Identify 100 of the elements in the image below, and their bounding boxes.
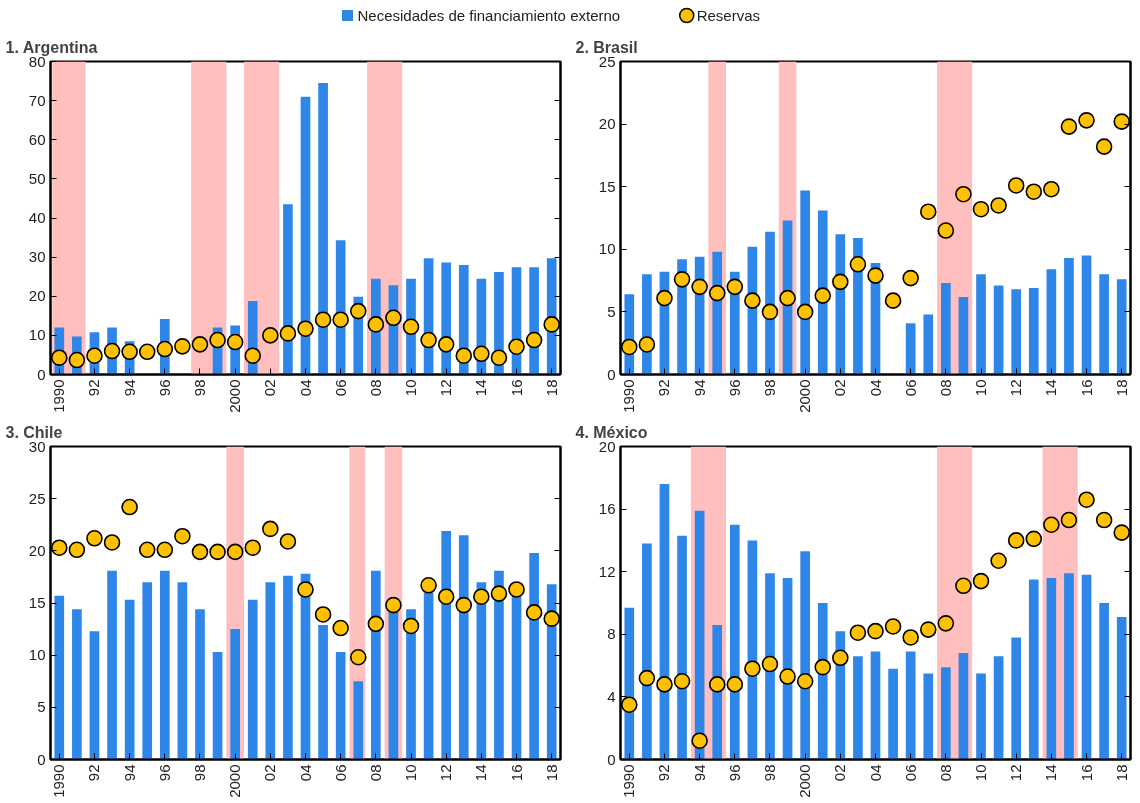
point <box>68 351 86 369</box>
point <box>437 588 455 606</box>
x-tick-label: 16 <box>507 379 525 397</box>
x-tick-label: 92 <box>655 379 673 397</box>
point <box>673 672 691 690</box>
y-tick-label: 5 <box>37 698 46 716</box>
point <box>1043 516 1060 534</box>
point <box>314 311 332 329</box>
bar <box>89 631 100 760</box>
bar <box>905 323 916 375</box>
point <box>367 316 385 333</box>
bar <box>265 582 276 760</box>
point <box>744 660 761 678</box>
bar <box>941 667 951 760</box>
bar <box>853 656 863 760</box>
point <box>849 256 867 273</box>
point <box>209 543 226 561</box>
y-tick-label: 16 <box>598 500 616 518</box>
point <box>1113 524 1131 541</box>
point <box>490 585 508 602</box>
point <box>1060 118 1078 135</box>
point <box>455 596 473 614</box>
point <box>543 316 561 333</box>
x-tick-label: 06 <box>901 764 919 782</box>
bar <box>1099 274 1109 375</box>
point <box>50 539 68 556</box>
point <box>138 541 156 559</box>
bar <box>529 552 539 760</box>
x-tick-label: 02 <box>261 379 279 397</box>
y-tick-label: 15 <box>28 594 46 611</box>
x-tick-label: 16 <box>1077 379 1095 397</box>
point <box>726 676 744 693</box>
x-tick-label: 04 <box>866 379 884 397</box>
point <box>620 338 638 356</box>
x-tick-label: 96 <box>155 764 173 782</box>
bar <box>677 535 687 760</box>
point <box>156 340 174 358</box>
point <box>779 668 796 685</box>
bar <box>817 603 828 760</box>
x-tick-label: 12 <box>437 379 455 397</box>
point <box>86 347 103 365</box>
y-tick-label: 20 <box>28 541 46 559</box>
point <box>121 343 138 361</box>
bar <box>124 599 135 760</box>
x-tick-label: 08 <box>366 379 384 397</box>
x-tick-label: 1990 <box>620 379 638 413</box>
point <box>972 200 990 218</box>
y-tick-label: 70 <box>28 91 46 109</box>
point <box>209 331 226 349</box>
x-tick-label: 92 <box>85 764 103 782</box>
bar <box>212 652 223 760</box>
bar <box>888 668 898 760</box>
point <box>262 520 279 538</box>
x-tick-label: 10 <box>402 764 420 782</box>
x-tick-label: 18 <box>542 764 560 782</box>
point <box>332 619 349 637</box>
point <box>902 269 919 287</box>
x-tick-label: 2000 <box>796 379 814 413</box>
x-tick-label: 14 <box>472 764 490 782</box>
bar <box>993 656 1004 760</box>
bar <box>642 543 652 760</box>
bar <box>1011 637 1022 760</box>
y-tick-label: 4 <box>607 687 616 705</box>
bar <box>1064 258 1074 375</box>
point <box>297 581 314 598</box>
point <box>420 576 437 594</box>
point <box>349 302 367 320</box>
point <box>937 222 955 239</box>
point <box>832 273 849 291</box>
point <box>867 267 884 284</box>
point <box>86 530 103 547</box>
bar <box>177 582 188 760</box>
y-tick-label: 40 <box>28 209 46 226</box>
legend-label: Reservas <box>696 7 761 24</box>
bar <box>923 314 934 375</box>
bar <box>335 652 346 760</box>
bar <box>765 573 775 760</box>
x-tick-label: 94 <box>690 379 708 397</box>
bar <box>1011 289 1022 375</box>
point <box>103 534 121 551</box>
point <box>1060 511 1078 529</box>
y-tick-label: 10 <box>598 240 616 258</box>
y-tick-label: 15 <box>598 177 616 195</box>
x-tick-label: 06 <box>331 379 349 397</box>
x-tick-label: 10 <box>972 764 990 782</box>
point <box>972 572 990 590</box>
x-tick-label: 94 <box>120 379 138 397</box>
point <box>508 581 525 598</box>
point <box>297 320 314 338</box>
point <box>990 552 1007 570</box>
point <box>543 610 561 627</box>
bar <box>546 584 557 760</box>
point <box>919 621 937 638</box>
x-tick-label: 2000 <box>796 764 814 798</box>
bar <box>870 651 881 760</box>
point <box>244 347 262 365</box>
point <box>420 331 437 349</box>
bar <box>159 570 170 760</box>
bar <box>318 624 328 760</box>
bar <box>800 551 810 760</box>
